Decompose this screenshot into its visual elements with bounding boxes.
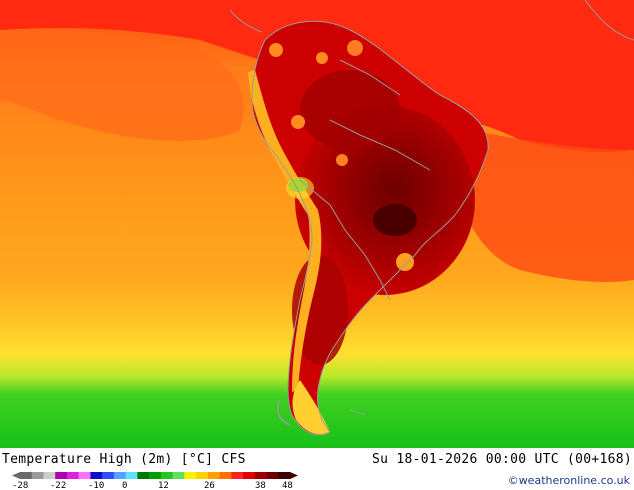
legend-swatch [266,472,279,479]
legend-tick-label: -22 [50,481,66,489]
warm-spot [291,115,305,129]
warm-spot [336,154,348,166]
legend-swatch [160,472,173,479]
legend-swatch [125,472,138,479]
legend-tick-label: -28 [12,481,28,489]
legend-swatch [231,472,244,479]
legend-swatch [43,472,56,479]
legend-swatch [78,472,91,479]
temperature-field [0,0,634,448]
andes-strip [248,70,322,392]
amazon-hot [300,70,400,150]
legend-tick-label: 38 [255,481,266,489]
legend-swatch [196,472,209,479]
legend-swatch [55,472,68,479]
legend-tick-label: 0 [122,481,127,489]
legend-swatch [102,472,115,479]
credit-link[interactable]: ©weatheronline.co.uk [507,474,630,487]
legend-swatch [20,472,33,479]
legend-swatch [149,472,162,479]
legend-swatch [172,472,185,479]
weather-map [0,0,634,448]
atlantic-red [460,130,634,282]
legend-swatch [31,472,44,479]
northwest-orange [0,28,244,141]
color-legend: -28 -22 -10 0 12 26 38 48 [12,472,298,489]
warm-spot [396,253,414,271]
map-title: Temperature High (2m) [°C] CFS [2,452,246,467]
legend-swatch [254,472,267,479]
legend-swatch [113,472,126,479]
legend-labels: -28 -22 -10 0 12 26 38 48 [12,481,293,489]
legend-arrow-right [290,472,298,479]
warm-spot [269,43,283,57]
legend-tick-label: 12 [158,481,169,489]
hot-core [295,105,475,295]
legend-tick-label: 26 [204,481,215,489]
legend-swatch [278,472,291,479]
coastlines [229,0,634,436]
legend-swatches [12,472,298,479]
legend-arrow-left [12,472,20,479]
extreme-spot [373,204,417,236]
legend-swatch [219,472,232,479]
southern-tip [292,380,330,435]
warm-spot [347,40,363,56]
legend-swatch [137,472,150,479]
valid-time: Su 18-01-2026 00:00 UTC (00+168) [371,452,632,467]
legend-swatch [184,472,197,479]
legend-swatch [90,472,103,479]
legend-swatch [66,472,79,479]
legend-tick-label: -10 [88,481,104,489]
altiplano-yellow [286,177,314,199]
legend-tick-label: 48 [282,481,293,489]
warm-spot [316,52,328,64]
legend-swatch [207,472,220,479]
legend-swatch [243,472,256,479]
map-footer: Temperature High (2m) [°C] CFS Su 18-01-… [0,448,634,490]
